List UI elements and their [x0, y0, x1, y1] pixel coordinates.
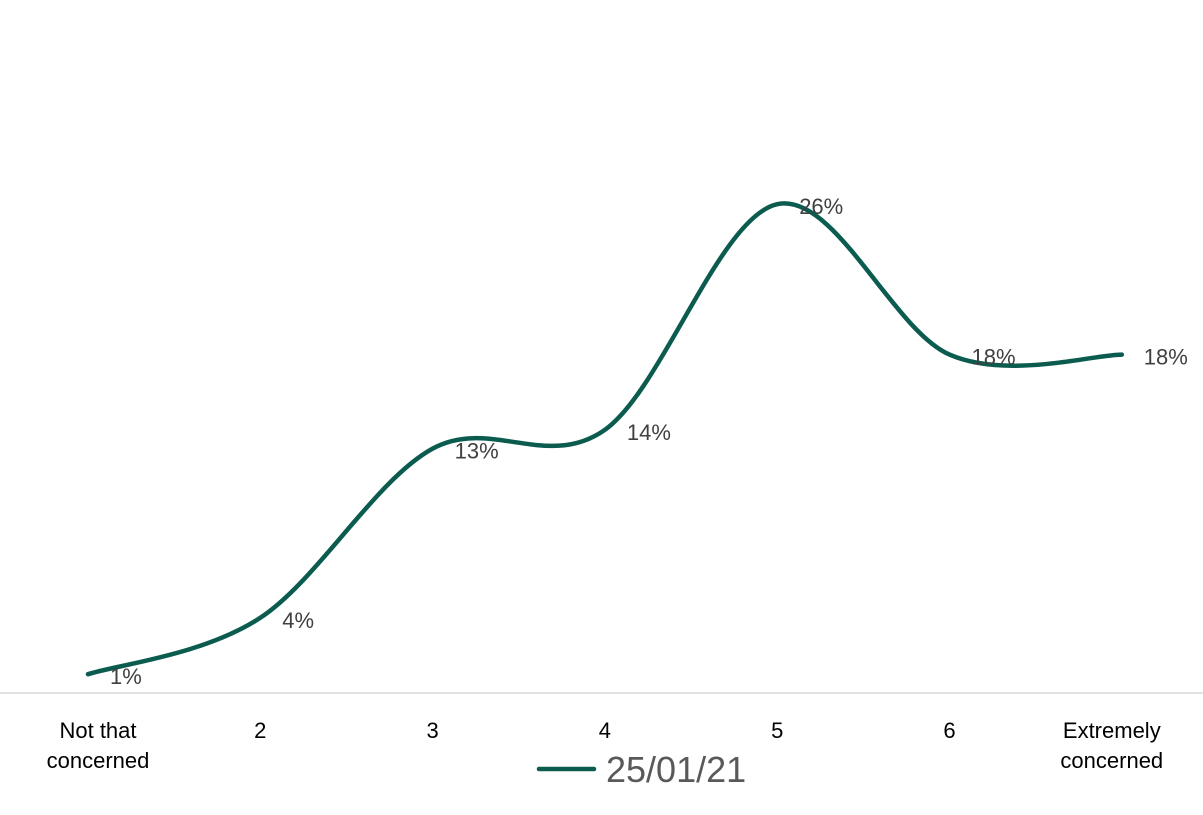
data-label: 18%	[972, 345, 1016, 370]
data-label: 4%	[282, 608, 314, 633]
legend-label: 25/01/21	[606, 749, 746, 790]
data-label: 26%	[799, 194, 843, 219]
data-label: 14%	[627, 420, 671, 445]
x-tick-labels: Not that concerned 2 3 4 5 6 Extremely concerned	[47, 718, 1164, 773]
series-line	[85, 201, 1125, 677]
x-tick-label: 6	[943, 718, 955, 743]
data-label: 18%	[1144, 345, 1188, 370]
data-label: 13%	[455, 439, 499, 464]
x-tick-label: 3	[426, 718, 438, 743]
x-tick-label: 2	[254, 718, 266, 743]
data-labels: 1% 4% 13% 14% 26% 18% 18%	[110, 194, 1188, 689]
legend: 25/01/21	[536, 749, 746, 790]
x-tick-label: 4	[599, 718, 611, 743]
data-label: 1%	[110, 664, 142, 689]
x-tick-label: Extremely concerned	[1060, 718, 1163, 773]
x-tick-label: Not that concerned	[47, 718, 150, 773]
x-tick-label: 5	[771, 718, 783, 743]
